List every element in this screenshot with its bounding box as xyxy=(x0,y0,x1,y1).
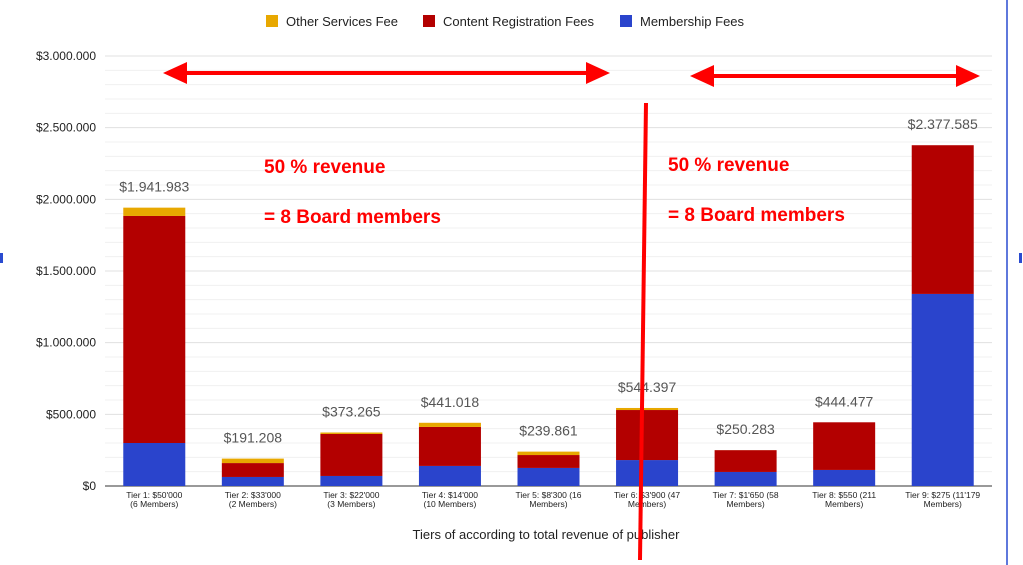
y-tick-label: $2.000.000 xyxy=(36,192,96,206)
total-data-label: $250.283 xyxy=(716,421,775,437)
bar-membership-fees xyxy=(616,460,679,486)
bar-membership-fees xyxy=(911,293,974,486)
x-tick-label: Members) xyxy=(529,499,567,509)
x-tick-label: Tier 3: $22'000 xyxy=(323,490,379,500)
bar-other-services-fee xyxy=(123,207,186,216)
bar-content-registration-fees xyxy=(616,410,679,461)
annotation-arrow-head xyxy=(690,65,714,87)
bar-membership-fees xyxy=(418,465,481,486)
annotation-divider-line xyxy=(638,102,648,561)
x-tick-label: Tier 1: $50'000 xyxy=(126,490,182,500)
x-tick-label: (6 Members) xyxy=(130,499,178,509)
x-tick-label: Tier 7: $1'650 (58 xyxy=(713,490,779,500)
bar-membership-fees xyxy=(813,469,876,486)
annotation-right-text-2: = 8 Board members xyxy=(668,205,845,226)
x-tick-label: (2 Members) xyxy=(229,499,277,509)
legend-label: Other Services Fee xyxy=(286,14,398,29)
right-edge-marker xyxy=(1019,253,1022,263)
bar-membership-fees xyxy=(320,475,383,486)
total-data-label: $239.861 xyxy=(519,423,578,439)
bar-other-services-fee xyxy=(320,432,383,434)
y-tick-label: $500.000 xyxy=(46,407,96,421)
annotation-arrow-head xyxy=(956,65,980,87)
total-data-label: $544.397 xyxy=(618,379,677,395)
y-tick-label: $3.000.000 xyxy=(36,49,96,63)
total-data-label: $441.018 xyxy=(421,394,480,410)
x-tick-label: Tier 6: $3'900 (47 xyxy=(614,490,680,500)
legend-swatch xyxy=(423,15,435,27)
bar-content-registration-fees xyxy=(517,455,580,468)
bar-content-registration-fees xyxy=(813,422,876,470)
x-tick-label: Tier 9: $275 (11'179 xyxy=(905,490,980,500)
y-tick-label: $1.500.000 xyxy=(36,264,96,278)
legend-label: Content Registration Fees xyxy=(443,14,595,29)
annotation-left-text-2: = 8 Board members xyxy=(264,207,441,228)
left-edge-marker xyxy=(0,253,3,263)
annotation-arrow-head xyxy=(586,62,610,84)
bar-content-registration-fees xyxy=(221,463,284,477)
legend-swatch xyxy=(620,15,632,27)
x-tick-label: Members) xyxy=(628,499,666,509)
bar-content-registration-fees xyxy=(911,145,974,294)
x-tick-label: Members) xyxy=(726,499,764,509)
bar-membership-fees xyxy=(221,476,284,486)
x-tick-label: Tier 8: $550 (211 xyxy=(812,490,876,500)
x-tick-label: Tier 5: $8'300 (16 xyxy=(515,490,581,500)
legend-label: Membership Fees xyxy=(640,14,745,29)
annotation-left-text-1: 50 % revenue xyxy=(264,157,385,178)
y-tick-label: $2.500.000 xyxy=(36,121,96,135)
x-axis-title: Tiers of according to total revenue of p… xyxy=(413,527,681,542)
bar-other-services-fee xyxy=(616,407,679,411)
total-data-label: $2.377.585 xyxy=(908,116,978,132)
bar-content-registration-fees xyxy=(123,215,186,443)
y-tick-label: $1.000.000 xyxy=(36,336,96,350)
total-data-label: $444.477 xyxy=(815,393,874,409)
legend-swatch xyxy=(266,15,278,27)
x-tick-label: (10 Members) xyxy=(423,499,476,509)
x-tick-label: Tier 2: $33'000 xyxy=(225,490,281,500)
bar-content-registration-fees xyxy=(714,450,777,472)
bar-membership-fees xyxy=(714,471,777,486)
bar-membership-fees xyxy=(123,443,186,486)
bar-content-registration-fees xyxy=(320,433,383,476)
y-tick-label: $0 xyxy=(83,479,97,493)
annotation-right-text-1: 50 % revenue xyxy=(668,155,789,176)
bar-other-services-fee xyxy=(517,451,580,456)
bar-membership-fees xyxy=(517,467,580,486)
x-tick-label: (3 Members) xyxy=(327,499,375,509)
total-data-label: $191.208 xyxy=(224,430,283,446)
x-tick-label: Members) xyxy=(924,499,962,509)
bar-other-services-fee xyxy=(418,422,481,427)
x-tick-label: Members) xyxy=(825,499,863,509)
total-data-label: $373.265 xyxy=(322,403,381,419)
annotation-arrow-head xyxy=(163,62,187,84)
bar-content-registration-fees xyxy=(418,426,481,466)
x-tick-label: Tier 4: $14'000 xyxy=(422,490,478,500)
bar-other-services-fee xyxy=(221,458,284,464)
total-data-label: $1.941.983 xyxy=(119,179,189,195)
